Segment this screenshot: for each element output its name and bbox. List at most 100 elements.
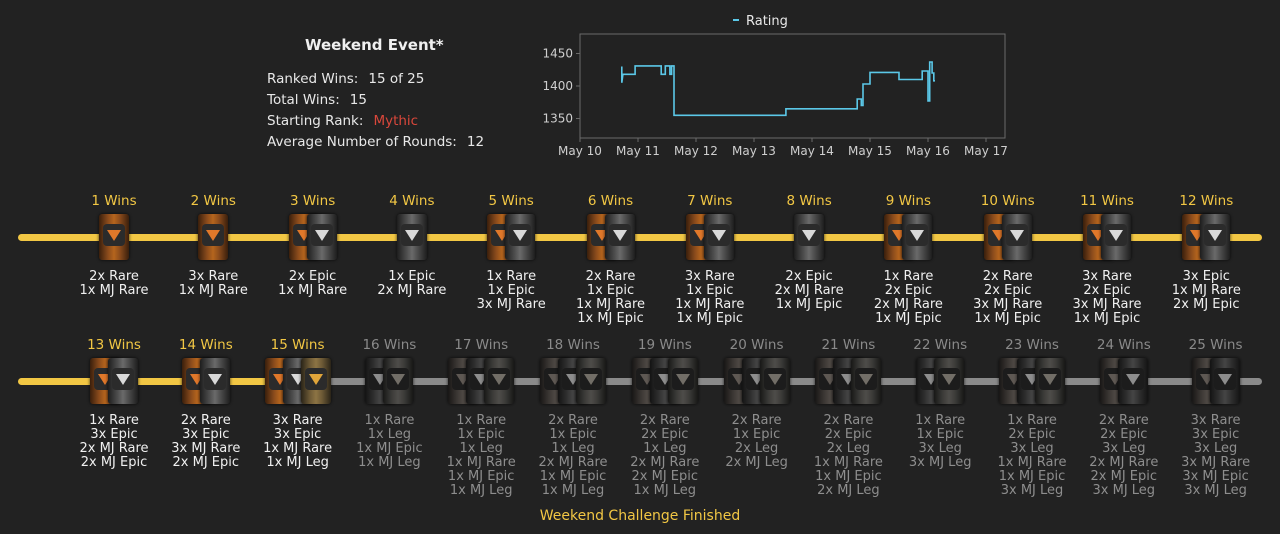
tier-chest-group[interactable]: [815, 358, 882, 404]
tier-chest-group[interactable]: [794, 214, 825, 260]
reward-line: 2x Rare: [823, 413, 874, 428]
chest-emblem-icon: [608, 224, 631, 246]
tier-rewards: 3x Rare 3x Epic 1x MJ Rare 1x MJ Leg: [243, 414, 353, 470]
reward-line: 3x Rare: [188, 269, 239, 284]
chest-emblem-icon: [938, 368, 961, 390]
epic-chest-icon: [1209, 358, 1240, 404]
starting-rank-value: Mythic: [373, 113, 419, 129]
leg-chest-icon: [934, 358, 965, 404]
tier-chest-group[interactable]: [448, 358, 515, 404]
tier-rewards: 3x Rare 1x Epic 1x MJ Rare 1x MJ Epic: [655, 270, 765, 326]
reward-line: 1x MJ Epic: [539, 469, 607, 484]
tier-chest-group[interactable]: [723, 358, 790, 404]
tier-chest-group[interactable]: [181, 358, 230, 404]
tier-win-label: 23 Wins: [1005, 337, 1059, 353]
x-tick-label: May 11: [616, 144, 660, 158]
tier-win-label: 1 Wins: [91, 193, 137, 209]
epic-chest-icon: [794, 214, 825, 260]
tier-chest-group[interactable]: [916, 358, 965, 404]
rating-series-line: [621, 61, 935, 117]
chest-emblem-icon: [112, 368, 134, 390]
chest-emblem-icon: [488, 368, 511, 390]
reward-line: 2x Leg: [826, 441, 871, 456]
tier-chest-group[interactable]: [90, 358, 138, 404]
tier-chest-group[interactable]: [540, 358, 606, 404]
tier-rewards: 1x Rare 1x Epic 3x Leg 3x MJ Leg: [885, 414, 995, 470]
tier-win-label: 8 Wins: [786, 193, 832, 209]
tier-win-label: 19 Wins: [637, 337, 692, 353]
reward-line: 1x MJ Rare: [79, 283, 149, 298]
y-tick-label: 1400: [542, 79, 573, 93]
rare-chest-icon: [99, 214, 129, 260]
reward-line: 3x MJ Epic: [1182, 469, 1249, 484]
tier-chest-group[interactable]: [99, 214, 129, 260]
reward-line: 1x Rare: [1007, 413, 1057, 428]
tier-win-label: 13 Wins: [87, 337, 141, 353]
epic-chest-icon: [505, 214, 536, 260]
tier-chest-group[interactable]: [1099, 358, 1148, 404]
tier-chest-group[interactable]: [586, 214, 635, 260]
tier-rewards: 3x Epic 1x MJ Rare 2x MJ Epic: [1151, 270, 1261, 312]
chest-emblem-icon: [855, 368, 878, 390]
reward-line: 2x Rare: [548, 413, 598, 428]
leg-chest-icon: [667, 358, 698, 404]
reward-line: 2x Rare: [585, 269, 636, 284]
reward-line: 1x Leg: [367, 427, 412, 442]
reward-line: 3x Rare: [1082, 269, 1132, 284]
tier-win-label: 16 Wins: [362, 337, 417, 353]
reward-line: 1x MJ Leg: [449, 483, 513, 498]
progress-bar-remaining: [327, 378, 1262, 385]
leg-chest-icon: [576, 358, 606, 404]
ranked-wins-row: Ranked Wins: 15 of 25: [267, 71, 424, 87]
x-tick-label: May 13: [732, 144, 776, 158]
reward-line: 1x MJ Rare: [178, 283, 248, 298]
tier-chest-group[interactable]: [288, 214, 337, 260]
tier-chest-group[interactable]: [685, 214, 734, 260]
tier-chest-group[interactable]: [1191, 358, 1240, 404]
tier-chest-group[interactable]: [1083, 214, 1131, 260]
tier-rewards: 1x Rare 1x Leg 1x MJ Epic 1x MJ Leg: [334, 414, 444, 470]
reward-line: 3x Rare: [684, 269, 735, 284]
tier-rewards: 2x Rare 2x Epic 3x MJ Rare 1x MJ Epic: [953, 270, 1063, 326]
tier-chest-group[interactable]: [1182, 214, 1231, 260]
tier-chest-group[interactable]: [198, 214, 229, 260]
chest-emblem-icon: [509, 224, 532, 246]
leg-chest-icon: [851, 358, 882, 404]
tier-chest-group[interactable]: [999, 358, 1065, 404]
tier-chest-group[interactable]: [983, 214, 1032, 260]
tier-chest-group[interactable]: [631, 358, 698, 404]
tier-chest-group[interactable]: [396, 214, 427, 260]
reward-line: 2x Epic: [1083, 283, 1131, 298]
x-tick-label: May 10: [558, 144, 602, 158]
reward-line: 1x MJ Rare: [813, 455, 883, 470]
reward-line: 1x Leg: [551, 441, 595, 456]
reward-line: 1x MJ Rare: [575, 297, 646, 312]
reward-line: 1x MJ Epic: [974, 311, 1041, 326]
reward-line: 3x Epic: [1182, 269, 1230, 284]
chest-emblem-icon: [103, 224, 125, 246]
reward-line: 1x MJ Epic: [998, 469, 1066, 484]
tier-win-label: 3 Wins: [289, 193, 336, 209]
tier-chest-group[interactable]: [264, 358, 331, 404]
reward-line: 3x MJ Rare: [476, 297, 546, 312]
tier-chest-group[interactable]: [365, 358, 414, 404]
tier-rewards: 2x Rare 2x Epic 2x Leg 1x MJ Rare 1x MJ Epic…: [793, 414, 903, 498]
x-tick-label: May 15: [848, 144, 892, 158]
tier-rewards: 1x Rare 1x Epic 1x Leg 1x MJ Rare 1x MJ Epic…: [426, 414, 536, 498]
reward-line: 1x MJ Epic: [1073, 311, 1141, 326]
chest-emblem-icon: [387, 368, 410, 390]
total-wins-label: Total Wins:: [267, 92, 340, 108]
reward-line: 2x Epic: [641, 427, 689, 442]
reward-line: 1x Leg: [459, 441, 503, 456]
tier-chest-group[interactable]: [884, 214, 933, 260]
ranked-wins-value: 15 of 25: [368, 71, 425, 87]
reward-line: 1x MJ Epic: [676, 311, 744, 326]
tier-chest-group[interactable]: [487, 214, 536, 260]
reward-line: 2x MJ Rare: [873, 297, 943, 312]
reward-line: 1x MJ Leg: [266, 455, 329, 470]
reward-line: 1x MJ Epic: [577, 311, 644, 326]
reward-line: 2x Epic: [288, 269, 337, 284]
reward-line: 1x Rare: [456, 413, 507, 428]
reward-line: 1x Epic: [586, 283, 635, 298]
x-tick-label: May 14: [790, 144, 834, 158]
